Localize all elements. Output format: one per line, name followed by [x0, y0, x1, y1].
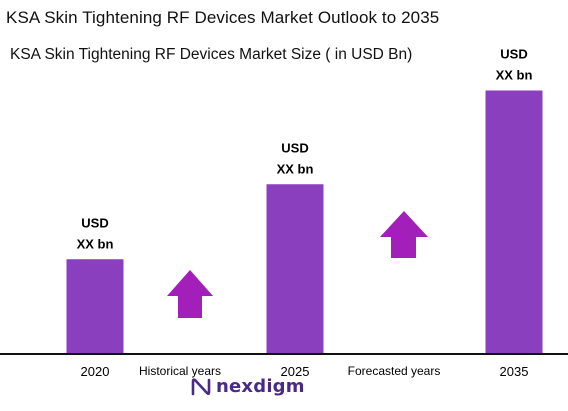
value-label-amount: XX bn [277, 161, 314, 176]
period-label-forecasted: Forecasted years [348, 364, 441, 378]
value-label-amount: XX bn [496, 68, 533, 83]
x-tick-label-2025: 2025 [281, 364, 310, 379]
bar-2035 [485, 90, 543, 353]
period-label-historical: Historical years [139, 364, 221, 378]
value-label-currency: USD [81, 215, 108, 230]
x-tick-label-2020: 2020 [81, 364, 110, 379]
growth-arrow-icon [167, 270, 213, 318]
x-tick-label-2035: 2035 [500, 364, 529, 379]
value-label-amount: XX bn [77, 236, 114, 251]
logo-text: nexdigm [216, 376, 305, 397]
nexdigm-logo: nexdigm [190, 376, 305, 397]
bar-2025 [266, 184, 324, 353]
value-label-currency: USD [500, 47, 527, 62]
chart-title: KSA Skin Tightening RF Devices Market Ou… [6, 8, 440, 27]
growth-arrow-icon [380, 211, 428, 258]
bar-2020 [66, 259, 124, 353]
nexdigm-logo-icon [191, 377, 211, 395]
value-label-currency: USD [281, 140, 308, 155]
chart-subtitle: KSA Skin Tightening RF Devices Market Si… [10, 46, 413, 63]
